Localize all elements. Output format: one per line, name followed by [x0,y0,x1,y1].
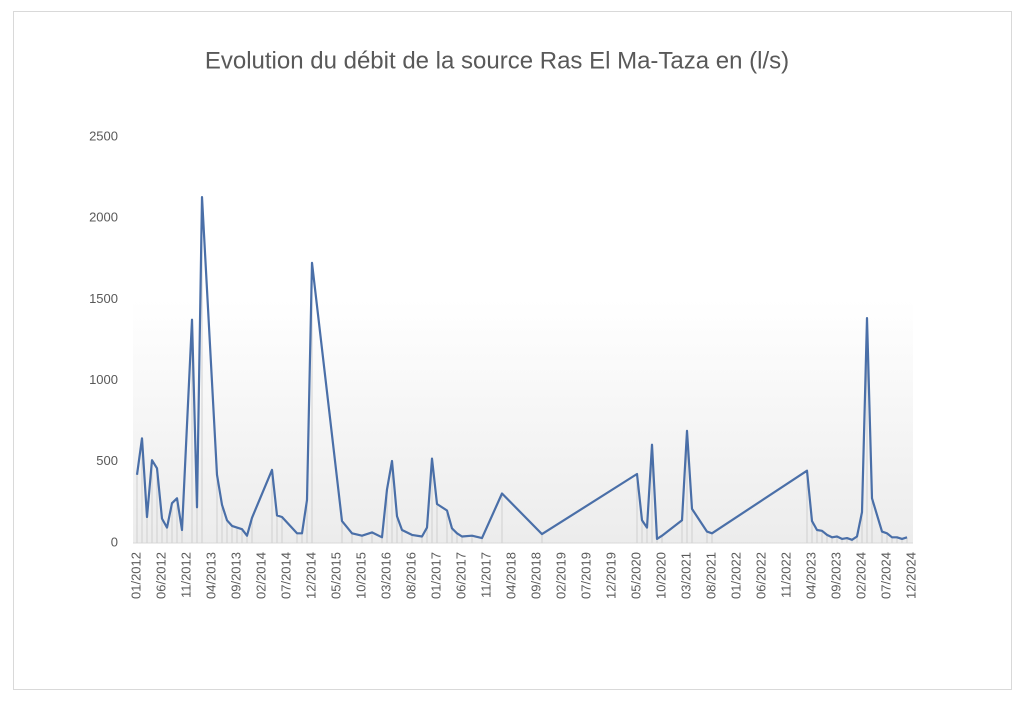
x-tick-label: 09/2013 [228,552,243,599]
x-tick-label: 11/2022 [778,552,793,598]
x-tick-label: 05/2015 [328,552,343,599]
y-tick-label: 0 [111,534,118,549]
x-tick-label: 03/2016 [378,552,393,599]
x-tick-label: 07/2019 [578,552,593,599]
x-tick-label: 06/2022 [753,552,768,599]
data-line [135,196,908,541]
x-tick-label: 04/2018 [503,552,518,599]
y-tick-label: 1000 [89,372,118,387]
x-tick-label: 10/2015 [353,552,368,599]
x-tick-label: 08/2021 [703,552,718,599]
x-tick-label: 12/2024 [903,552,918,599]
y-tick-label: 500 [96,453,118,468]
y-tick-label: 2500 [89,128,118,143]
x-tick-label: 06/2012 [153,552,168,599]
x-tick-label: 12/2019 [603,552,618,599]
x-tick-label: 06/2017 [453,552,468,599]
x-tick-label: 11/2012 [178,552,193,598]
x-tick-label: 12/2014 [303,552,318,599]
x-tick-label: 08/2016 [403,552,418,599]
x-tick-label: 05/2020 [628,552,643,599]
x-tick-label: 02/2014 [253,552,268,599]
x-tick-label: 04/2023 [803,552,818,599]
chart-title: Evolution du débit de la source Ras El M… [205,47,789,74]
x-tick-label: 11/2017 [478,552,493,598]
x-tick-label: 04/2013 [203,552,218,599]
x-tick-label: 10/2020 [653,552,668,599]
x-tick-label: 09/2023 [828,552,843,599]
x-tick-label: 07/2024 [878,552,893,599]
x-tick-label: 01/2017 [428,552,443,599]
x-tick-label: 09/2018 [528,552,543,599]
x-tick-label: 03/2021 [678,552,693,599]
plot-area [133,137,913,543]
x-tick-label: 01/2012 [128,552,143,599]
x-tick-label: 02/2024 [853,552,868,599]
x-tick-label: 01/2022 [728,552,743,599]
y-tick-label: 1500 [89,291,118,306]
x-tick-label: 02/2019 [553,552,568,599]
x-tick-label: 07/2014 [278,552,293,599]
y-tick-label: 2000 [89,210,118,225]
